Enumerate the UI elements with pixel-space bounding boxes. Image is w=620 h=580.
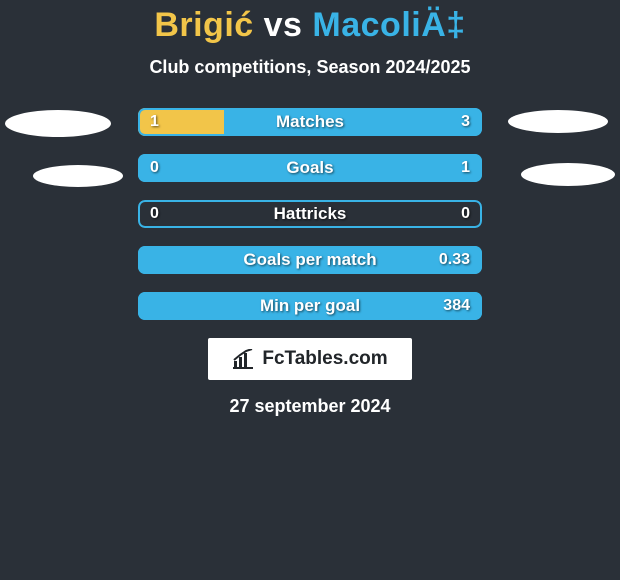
stat-label: Goals <box>138 154 482 182</box>
stat-right-value: 384 <box>443 292 470 320</box>
stat-row: 0Hattricks0 <box>138 200 482 228</box>
stat-right-value: 1 <box>461 154 470 182</box>
stat-row: Min per goal384 <box>138 292 482 320</box>
photo-placeholder <box>33 165 123 187</box>
stat-label: Min per goal <box>138 292 482 320</box>
subtitle: Club competitions, Season 2024/2025 <box>149 57 470 78</box>
stat-label: Matches <box>138 108 482 136</box>
player2-name: MacoliÄ‡ <box>312 6 465 44</box>
stat-row: Goals per match0.33 <box>138 246 482 274</box>
photo-placeholder <box>5 110 111 137</box>
snapshot-date: 27 september 2024 <box>229 396 390 417</box>
stat-bars: 1Matches30Goals10Hattricks0Goals per mat… <box>138 108 482 320</box>
brand-badge: FcTables.com <box>208 338 411 380</box>
stat-label: Hattricks <box>138 200 482 228</box>
vs-text: vs <box>264 6 303 44</box>
stat-right-value: 0 <box>461 200 470 228</box>
photo-placeholder <box>521 163 615 186</box>
stat-label: Goals per match <box>138 246 482 274</box>
left-photo-column <box>6 108 126 320</box>
comparison-content: 1Matches30Goals10Hattricks0Goals per mat… <box>0 108 620 320</box>
player1-name: Brigić <box>154 6 253 44</box>
brand-text: FcTables.com <box>262 348 387 370</box>
chart-icon <box>232 349 254 369</box>
stat-row: 1Matches3 <box>138 108 482 136</box>
right-photo-column <box>494 108 614 320</box>
photo-placeholder <box>508 110 608 133</box>
stat-row: 0Goals1 <box>138 154 482 182</box>
comparison-title: Brigić vs MacoliÄ‡ <box>154 6 465 45</box>
stat-right-value: 0.33 <box>439 246 470 274</box>
stat-right-value: 3 <box>461 108 470 136</box>
